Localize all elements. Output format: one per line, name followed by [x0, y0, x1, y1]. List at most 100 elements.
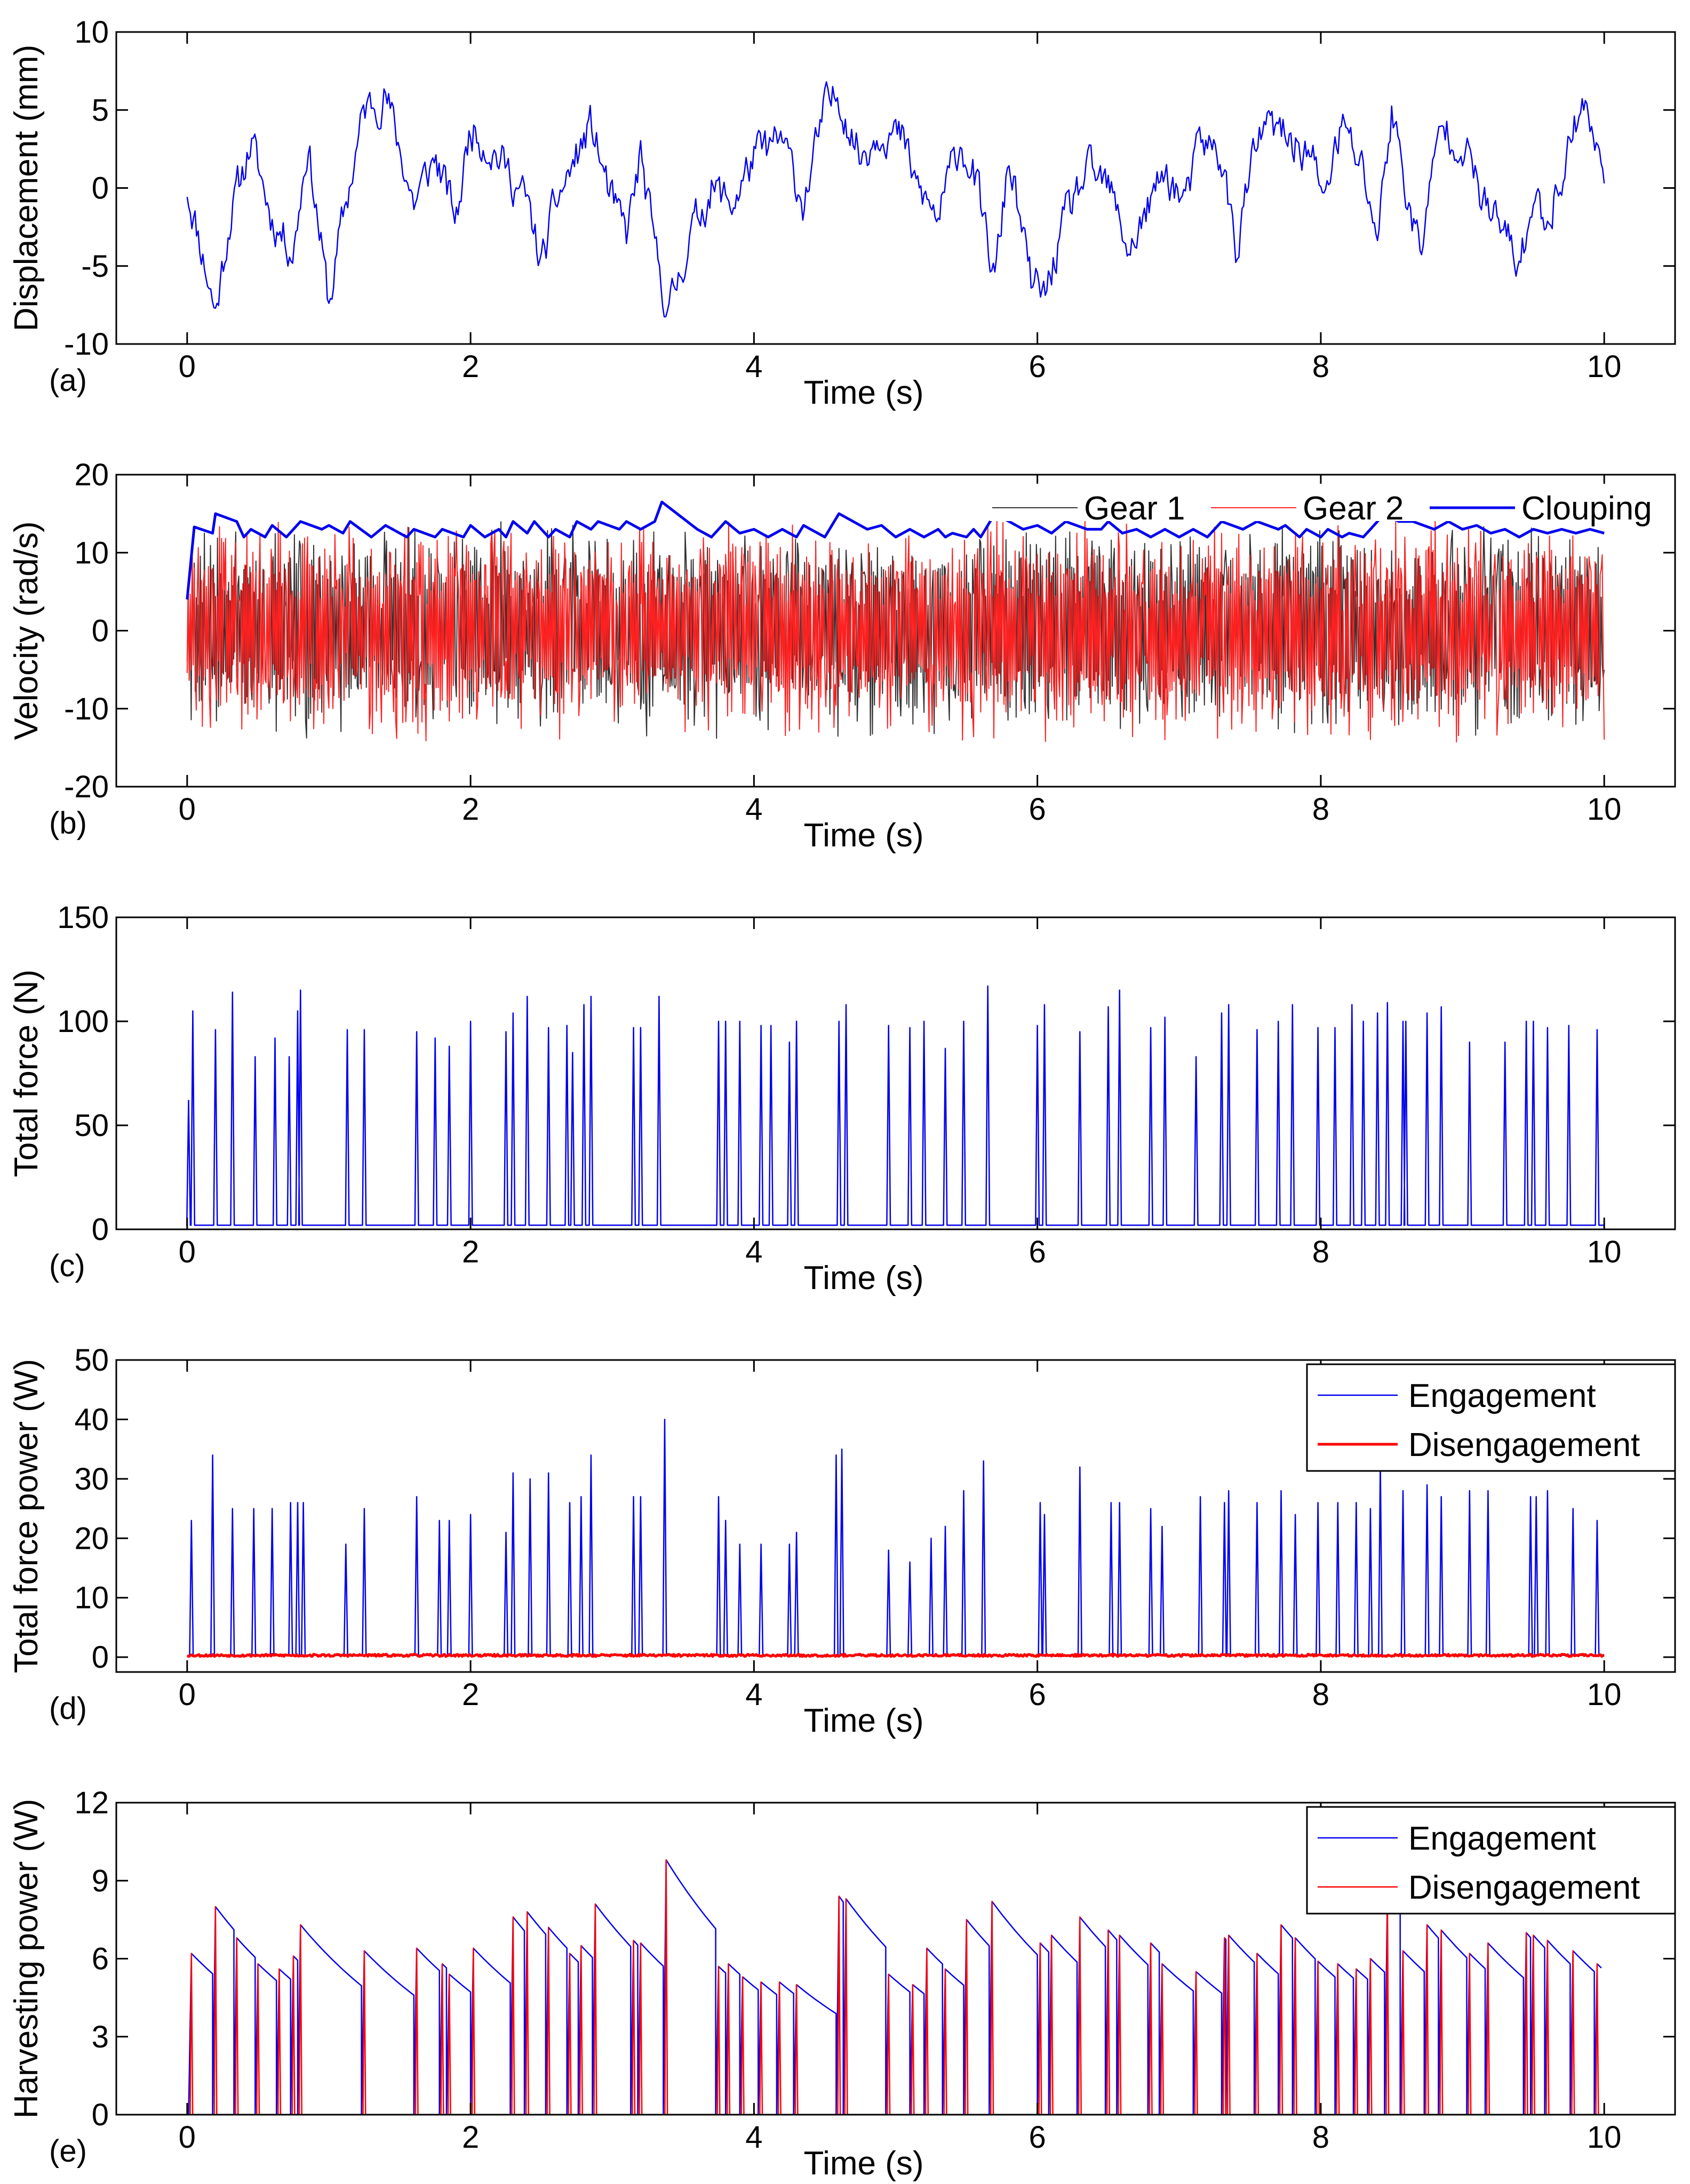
panel-label: (c) [49, 1249, 85, 1283]
plot-frame [115, 31, 1676, 345]
legend-entry: Engagement [1408, 1378, 1596, 1414]
series-gear-2 [186, 517, 1605, 742]
y-axis-label: Total force (N) [8, 970, 45, 1177]
y-tick-label: 5 [92, 93, 109, 127]
plot-frame [115, 1359, 1676, 1673]
legend-entry: Engagement [1408, 1820, 1596, 1857]
series-clouping [186, 500, 1605, 600]
panel-d: 0 2 4 6 8 10 0 10 20 30 40 50 Time (s) Total force po… [8, 1343, 1676, 1739]
x-tick-label: 10 [1587, 1677, 1622, 1712]
x-tick-label: 4 [745, 349, 762, 384]
x-tick-label: 6 [1029, 792, 1046, 827]
y-tick-label: -10 [64, 327, 109, 362]
y-axis-label: Total force power (W) [8, 1359, 45, 1673]
panel-label: (d) [49, 1691, 87, 1726]
panel-e: 0 2 4 6 8 10 0 3 6 9 12 Time (s) Harvesting power (W… [8, 1786, 1676, 2182]
y-tick-label: 30 [74, 1462, 109, 1497]
x-axis-label: Time (s) [804, 374, 924, 411]
series-disengagement [187, 1653, 1605, 1658]
y-tick-label: 0 [92, 2098, 109, 2132]
x-axis-label: Time (s) [804, 1260, 924, 1297]
legend-entry: Gear 2 [1303, 490, 1404, 527]
x-tick-label: 0 [179, 1677, 196, 1712]
y-tick-label: 6 [92, 1942, 109, 1977]
panel-label: (e) [49, 2134, 87, 2169]
x-tick-label: 10 [1587, 349, 1622, 384]
y-tick-label: 9 [92, 1863, 109, 1898]
x-tick-label: 2 [462, 1677, 479, 1712]
x-tick-label: 8 [1312, 792, 1329, 827]
x-tick-label: 2 [462, 1235, 479, 1269]
y-tick-label: 0 [92, 171, 109, 206]
y-tick-label: 0 [92, 1212, 109, 1247]
panel-label: (b) [49, 806, 87, 841]
x-tick-label: 0 [179, 2120, 196, 2155]
y-tick-label: -20 [64, 770, 109, 804]
legend: Gear 1 Gear 2 Clouping [990, 484, 1652, 527]
y-axis-label: Displacement (mm) [8, 45, 45, 331]
legend-entry: Disengagement [1408, 1869, 1640, 1906]
y-tick-label: 12 [74, 1786, 109, 1820]
x-tick-label: 0 [179, 349, 196, 384]
legend: Engagement Disengagement [1306, 1363, 1676, 1472]
y-tick-label: 3 [92, 2020, 109, 2054]
x-tick-label: 2 [462, 349, 479, 384]
x-axis-label: Time (s) [804, 817, 924, 854]
x-tick-label: 10 [1587, 2120, 1622, 2155]
y-tick-label: -10 [64, 692, 109, 726]
y-tick-label: -5 [81, 249, 109, 284]
y-tick-label: 10 [74, 15, 109, 50]
x-tick-label: 10 [1587, 792, 1622, 827]
legend-entry: Clouping [1521, 490, 1652, 527]
legend-box [1306, 1806, 1676, 1915]
x-axis-label: Time (s) [804, 2145, 924, 2182]
y-tick-label: 150 [57, 900, 109, 935]
plot-frame [115, 916, 1676, 1230]
x-tick-label: 4 [745, 792, 762, 827]
y-tick-label: 100 [57, 1004, 109, 1039]
series-disengagement [187, 1859, 1605, 2115]
x-tick-label: 8 [1312, 1677, 1329, 1712]
y-tick-label: 20 [74, 1521, 109, 1556]
series-displacement [186, 81, 1605, 318]
y-tick-label: 10 [74, 1581, 109, 1615]
x-tick-label: 10 [1587, 1235, 1622, 1269]
x-tick-label: 8 [1312, 1235, 1329, 1269]
x-tick-label: 2 [462, 2120, 479, 2155]
legend-bg [1427, 484, 1640, 521]
x-tick-label: 4 [745, 1677, 762, 1712]
legend-box [1306, 1363, 1676, 1472]
x-tick-label: 8 [1312, 2120, 1329, 2155]
y-axis-label: Velocity (rad/s) [8, 521, 45, 740]
y-tick-label: 0 [92, 1640, 109, 1675]
x-tick-label: 6 [1029, 349, 1046, 384]
x-tick-label: 8 [1312, 349, 1329, 384]
x-tick-label: 0 [179, 792, 196, 827]
x-tick-label: 4 [745, 2120, 762, 2155]
panel-label: (a) [49, 363, 87, 398]
y-tick-label: 50 [74, 1108, 109, 1143]
x-tick-label: 6 [1029, 2120, 1046, 2155]
y-tick-label: 40 [74, 1402, 109, 1437]
series-total-force [186, 985, 1605, 1226]
y-axis-label: Harvesting power (W) [8, 1799, 45, 2118]
x-tick-label: 0 [179, 1235, 196, 1269]
legend-bg [1208, 484, 1422, 521]
panel-a: 0 2 4 6 8 10 -10 -5 0 5 10 Time (s) Displacement (mm… [8, 15, 1676, 411]
x-tick-label: 6 [1029, 1677, 1046, 1712]
legend: Engagement Disengagement [1306, 1806, 1676, 1915]
legend-entry: Gear 1 [1084, 490, 1185, 527]
legend-bg [990, 484, 1203, 521]
panel-b: 0 2 4 6 8 10 -20 -10 0 10 20 Time (s) Velocity (rad/… [8, 458, 1676, 854]
x-tick-label: 6 [1029, 1235, 1046, 1269]
x-tick-label: 2 [462, 792, 479, 827]
y-tick-label: 50 [74, 1343, 109, 1378]
y-tick-label: 0 [92, 614, 109, 649]
legend-entry: Disengagement [1408, 1427, 1640, 1463]
y-tick-label: 10 [74, 535, 109, 570]
y-tick-label: 20 [74, 458, 109, 492]
x-axis-label: Time (s) [804, 1702, 924, 1739]
x-tick-label: 4 [745, 1235, 762, 1269]
